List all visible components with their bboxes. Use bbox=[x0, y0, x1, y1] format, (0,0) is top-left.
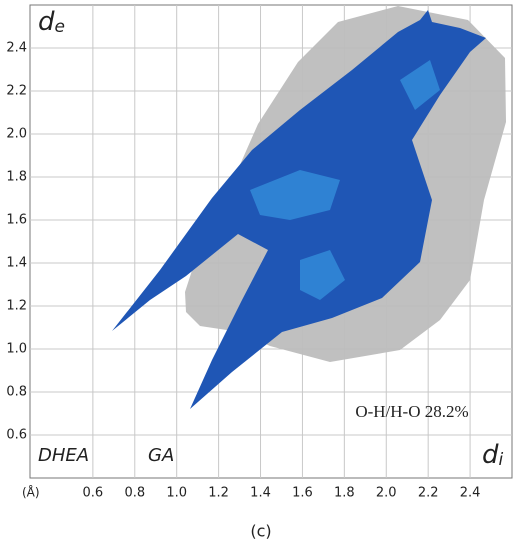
x-tick-label: 0.6 bbox=[83, 486, 104, 501]
y-tick-label: 1.2 bbox=[6, 299, 27, 314]
x-tick-label: 1.8 bbox=[334, 486, 355, 501]
x-unit: (Å) bbox=[22, 485, 40, 500]
y-tick-label: 0.6 bbox=[6, 428, 27, 443]
x-tick-label: 2.0 bbox=[376, 486, 397, 501]
x-axis-label: di bbox=[482, 440, 504, 471]
caption: (c) bbox=[250, 522, 271, 541]
y-tick-label: 0.8 bbox=[6, 385, 27, 400]
y-axis-label: de bbox=[38, 7, 65, 38]
y-tick-label: 2.0 bbox=[6, 127, 27, 142]
x-tick-label: 1.0 bbox=[166, 486, 187, 501]
annotation: DHEA bbox=[38, 445, 89, 466]
x-tick-label: 1.6 bbox=[292, 486, 313, 501]
annotation: O-H/H-O 28.2% bbox=[355, 402, 468, 421]
y-tick-label: 1.8 bbox=[6, 170, 27, 185]
x-tick-label: 2.2 bbox=[418, 486, 439, 501]
x-tick-label: 1.2 bbox=[208, 486, 229, 501]
y-tick-label: 2.2 bbox=[6, 84, 27, 99]
blue-highlight bbox=[250, 60, 440, 300]
x-tick-label: 0.8 bbox=[124, 486, 145, 501]
x-tick-label: 1.4 bbox=[250, 486, 271, 501]
y-tick-label: 1.0 bbox=[6, 342, 27, 357]
annotation: GA bbox=[148, 445, 174, 466]
y-tick-label: 1.4 bbox=[6, 256, 27, 271]
x-tick-label: 2.4 bbox=[460, 486, 481, 501]
y-tick-label: 2.4 bbox=[6, 41, 27, 56]
y-tick-label: 1.6 bbox=[6, 213, 27, 228]
